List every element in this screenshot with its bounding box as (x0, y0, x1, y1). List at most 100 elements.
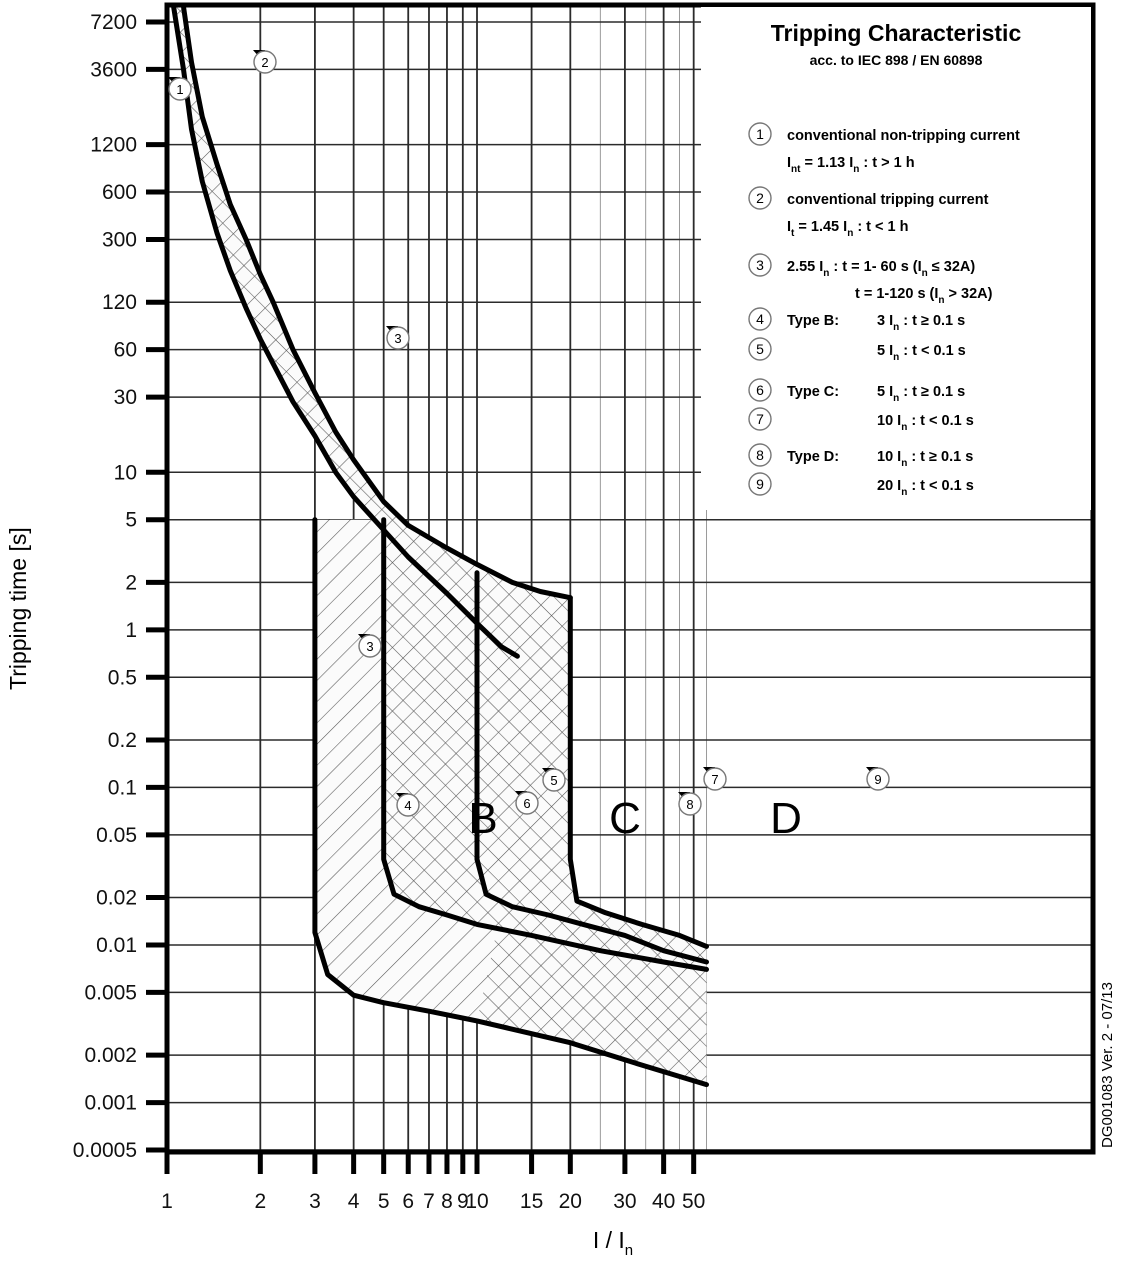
tail-band-fill (477, 597, 707, 1085)
legend-marker-circle (748, 337, 772, 361)
y-tick-label: 0.0005 (73, 1139, 137, 1162)
y-tick-label: 0.05 (96, 824, 137, 847)
legend-marker-circle (748, 378, 772, 402)
legend-marker-number: 5 (756, 341, 764, 357)
x-tick-label: 50 (682, 1190, 705, 1213)
legend-marker-circle (748, 443, 772, 467)
legend-cond-4: 3 In : t ≥ 0.1 s (877, 313, 965, 333)
thermal-lower-curve (171, 5, 520, 659)
y-tick-label: 0.2 (108, 729, 137, 752)
callout-marker-1: 1 (168, 77, 192, 101)
y-tick-label: 30 (114, 386, 137, 409)
zone-label-D: D (770, 794, 802, 843)
zone-label-C: C (609, 794, 641, 843)
callout-circle (386, 326, 410, 350)
legend-marker-circle (748, 253, 772, 277)
callout-circle (168, 77, 192, 101)
legend-type-6: Type C: (787, 384, 839, 400)
x-tick-label: 2 (254, 1190, 266, 1213)
y-tick-label: 0.02 (96, 887, 137, 910)
legend-marker-number: 9 (756, 476, 764, 492)
y-tick-label: 5 (125, 509, 137, 532)
x-tick-label: 5 (378, 1190, 390, 1213)
y-tick-label: 60 (114, 339, 137, 362)
legend-marker-number: 6 (756, 382, 764, 398)
y-tick-label: 1200 (90, 134, 137, 157)
legend-marker-circle (748, 122, 772, 146)
callout-circle (515, 791, 539, 815)
callout-number: 3 (366, 639, 373, 654)
type-d-max-curve (567, 595, 709, 949)
legend-body: 1 conventional non-tripping current Int = … (748, 122, 1020, 498)
callout-circle (253, 50, 277, 74)
callout-number: 2 (261, 55, 268, 70)
x-tick-label: 7 (423, 1190, 435, 1213)
legend-marker-circle (748, 186, 772, 210)
legend-type-8: Type D: (787, 449, 839, 465)
legend-marker-circle (748, 407, 772, 431)
callout-number: 6 (523, 796, 530, 811)
callout-marker-7: 7 (703, 767, 727, 791)
legend-3-line2: t = 1-120 s (In > 32A) (855, 286, 993, 306)
callout-marker-3b: 3 (358, 634, 382, 658)
legend-marker-3: 3 (748, 253, 772, 277)
zone-label-layer: B C D (468, 794, 802, 843)
callout-marker-4: 4 (396, 793, 420, 817)
y-tick-label: 3600 (90, 58, 137, 81)
x-axis-title: I / In (593, 1227, 633, 1259)
legend-marker-7: 7 (748, 407, 772, 431)
y-tick-label: 0.5 (108, 666, 137, 689)
callout-marker-8: 8 (678, 792, 702, 816)
y-tick-label: 1 (125, 619, 137, 642)
callout-marker-5: 5 (542, 768, 566, 792)
callout-circle (703, 767, 727, 791)
callout-circle (678, 792, 702, 816)
curve-layer (171, 5, 709, 1088)
y-tick-label: 0.005 (84, 981, 137, 1004)
x-tick-label: 40 (652, 1190, 675, 1213)
callout-marker-6: 6 (515, 791, 539, 815)
y-tick-label: 0.01 (96, 934, 137, 957)
legend-2-line2: It = 1.45 In : t < 1 h (787, 219, 909, 239)
legend-marker-number: 7 (756, 411, 764, 427)
legend-1-line1: conventional non-tripping current (787, 128, 1020, 144)
y-tick-label: 300 (102, 228, 137, 251)
legend-marker-number: 1 (756, 126, 764, 142)
legend-1-line2: Int = 1.13 In : t > 1 h (787, 155, 915, 175)
legend-marker-number: 8 (756, 447, 764, 463)
y-tick-label: 0.1 (108, 776, 137, 799)
legend-marker-number: 4 (756, 311, 764, 327)
x-tick-label: 30 (613, 1190, 636, 1213)
y-tick-label: 0.002 (84, 1044, 137, 1067)
callout-number: 7 (711, 772, 718, 787)
document-code: DG001083 Ver. 2 - 07/13 (1099, 982, 1116, 1148)
type-b-band-fill (314, 519, 707, 1085)
band-layer (173, 6, 707, 1085)
callout-marker-9: 9 (866, 767, 890, 791)
legend-marker-8: 8 (748, 443, 772, 467)
legend-cond-5: 5 In : t < 0.1 s (877, 343, 966, 363)
legend-marker-2: 2 (748, 186, 772, 210)
x-tick-label: 6 (402, 1190, 414, 1213)
type-b-max-curve (381, 517, 709, 972)
callout-circle (542, 768, 566, 792)
legend-cond-6: 5 In : t ≥ 0.1 s (877, 384, 965, 404)
legend-marker-6: 6 (748, 378, 772, 402)
y-tick-label: 10 (114, 461, 137, 484)
legend-type-4: Type B: (787, 313, 839, 329)
tick-layer: 7200360012006003001206030105210.50.20.10… (73, 11, 706, 1213)
type-b-min-curve (312, 517, 709, 1088)
callout-circle (396, 793, 420, 817)
legend-cond-9: 20 In : t < 0.1 s (877, 478, 974, 498)
type-c-max-curve (474, 570, 709, 965)
legend-marker-number: 2 (756, 190, 764, 206)
legend-title: Tripping Characteristic (771, 20, 1022, 46)
callout-number: 4 (404, 798, 411, 813)
y-tick-label: 120 (102, 291, 137, 314)
legend-marker-circle (748, 307, 772, 331)
callout-number: 1 (176, 82, 183, 97)
legend-marker-4: 4 (748, 307, 772, 331)
y-tick-label: 7200 (90, 11, 137, 34)
